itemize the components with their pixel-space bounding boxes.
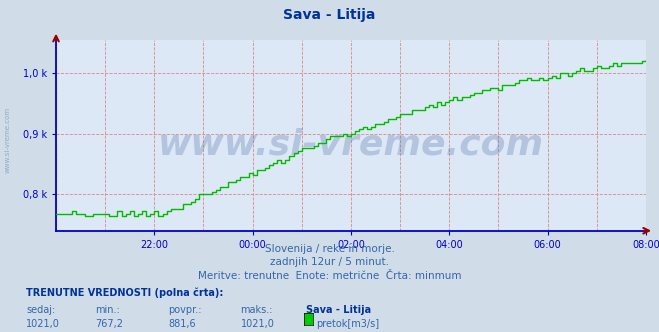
- Text: Sava - Litija: Sava - Litija: [283, 8, 376, 22]
- Text: maks.:: maks.:: [241, 305, 273, 315]
- Text: 1021,0: 1021,0: [26, 319, 60, 329]
- Text: min.:: min.:: [96, 305, 121, 315]
- Text: www.si-vreme.com: www.si-vreme.com: [5, 106, 11, 173]
- Text: 767,2: 767,2: [96, 319, 123, 329]
- Text: pretok[m3/s]: pretok[m3/s]: [316, 319, 379, 329]
- Text: Meritve: trenutne  Enote: metrične  Črta: minmum: Meritve: trenutne Enote: metrične Črta: …: [198, 271, 461, 281]
- Text: Slovenija / reke in morje.: Slovenija / reke in morje.: [264, 244, 395, 254]
- Text: www.si-vreme.com: www.si-vreme.com: [158, 128, 544, 162]
- Text: TRENUTNE VREDNOSTI (polna črta):: TRENUTNE VREDNOSTI (polna črta):: [26, 287, 224, 298]
- Text: zadnjih 12ur / 5 minut.: zadnjih 12ur / 5 minut.: [270, 257, 389, 267]
- Text: povpr.:: povpr.:: [168, 305, 202, 315]
- Text: Sava - Litija: Sava - Litija: [306, 305, 372, 315]
- Text: 1021,0: 1021,0: [241, 319, 274, 329]
- Text: 881,6: 881,6: [168, 319, 196, 329]
- Text: sedaj:: sedaj:: [26, 305, 55, 315]
